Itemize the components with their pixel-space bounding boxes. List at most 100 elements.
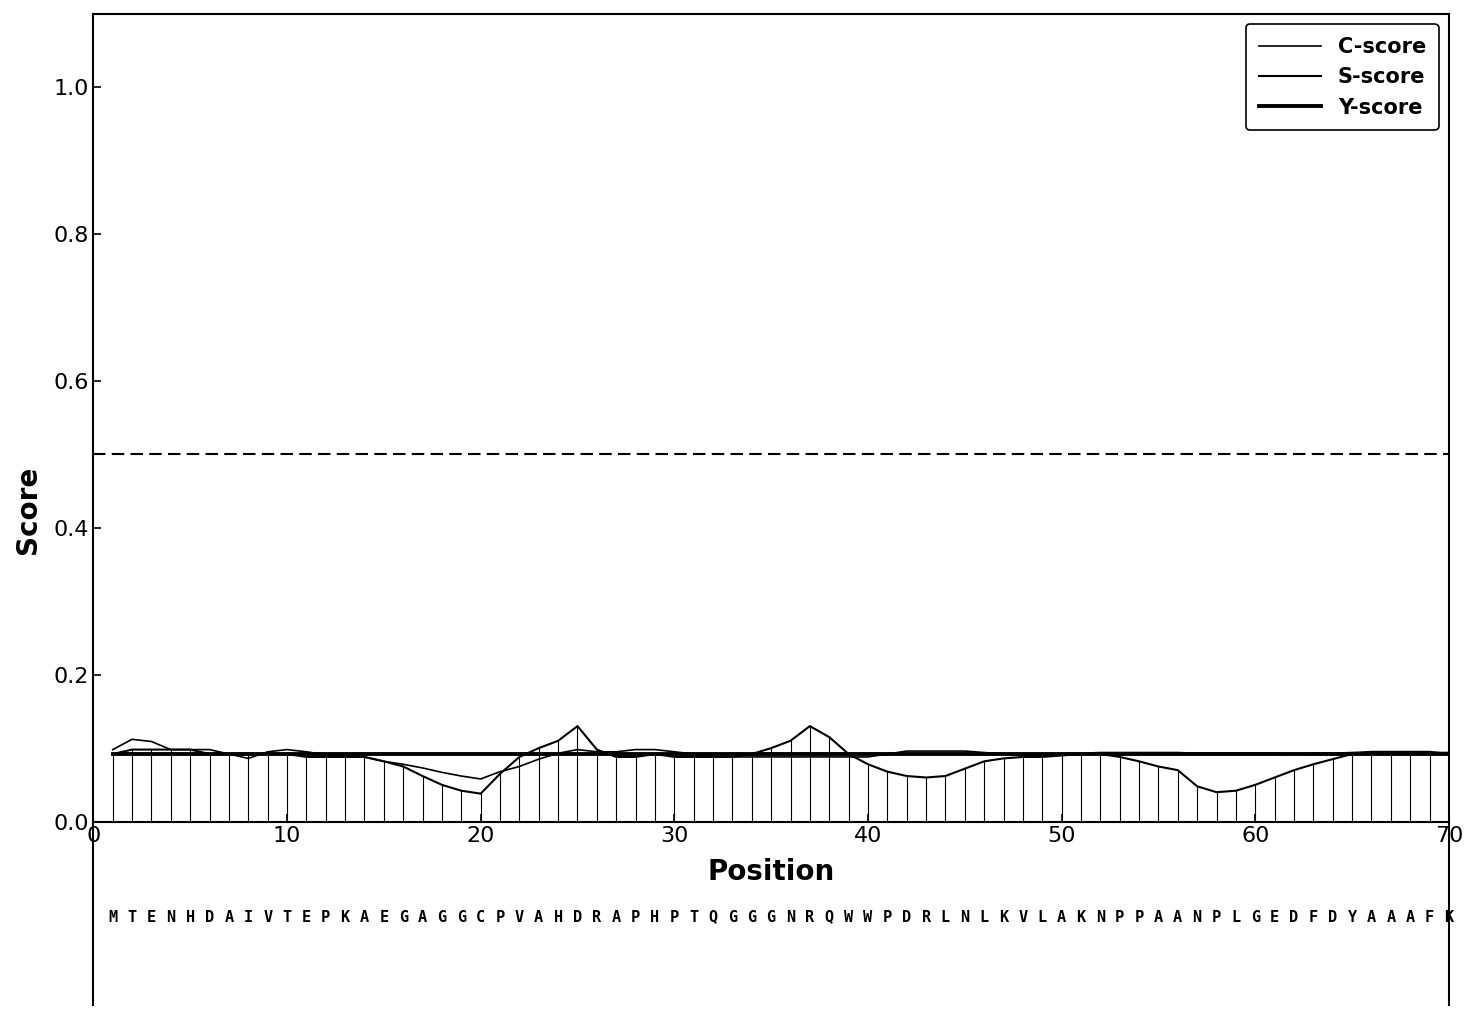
Text: H: H: [186, 910, 195, 924]
Text: N: N: [786, 910, 795, 924]
Text: L: L: [1232, 910, 1241, 924]
Text: D: D: [573, 910, 582, 924]
Text: R: R: [922, 910, 931, 924]
Text: P: P: [1213, 910, 1221, 924]
C-score: [705, 751, 722, 763]
Text: P: P: [883, 910, 892, 924]
Text: R: R: [592, 910, 601, 924]
Text: F: F: [1425, 910, 1434, 924]
S-score: [103, 748, 121, 760]
Y-score: [103, 748, 121, 760]
Y-score: [511, 748, 529, 760]
Text: V: V: [515, 910, 524, 924]
Text: Q: Q: [824, 910, 835, 924]
S-score: [471, 788, 489, 800]
C-score: [879, 748, 897, 760]
Text: T: T: [282, 910, 291, 924]
Text: K: K: [998, 910, 1009, 924]
Text: E: E: [301, 910, 312, 924]
Text: D: D: [902, 910, 911, 924]
Text: A: A: [535, 910, 544, 924]
Text: E: E: [380, 910, 388, 924]
Text: F: F: [1309, 910, 1317, 924]
S-score: [879, 765, 897, 777]
X-axis label: Position: Position: [707, 858, 835, 886]
C-score: [103, 744, 121, 756]
S-score: [530, 742, 548, 754]
Y-score: [452, 748, 470, 760]
Text: D: D: [1289, 910, 1298, 924]
C-score: [1285, 748, 1303, 760]
Text: A: A: [418, 910, 427, 924]
Text: T: T: [127, 910, 137, 924]
S-score: [569, 720, 586, 733]
Text: H: H: [650, 910, 660, 924]
C-score: [123, 734, 140, 746]
Y-score: [414, 748, 431, 760]
Text: G: G: [1251, 910, 1260, 924]
C-score: [1440, 747, 1458, 759]
Text: G: G: [456, 910, 465, 924]
Text: Y: Y: [1347, 910, 1357, 924]
Text: L: L: [979, 910, 988, 924]
Text: A: A: [225, 910, 233, 924]
Text: K: K: [1077, 910, 1086, 924]
Y-score: [840, 748, 858, 760]
Text: P: P: [1115, 910, 1124, 924]
Text: H: H: [554, 910, 563, 924]
Line: C-score: C-score: [112, 740, 1449, 779]
Text: K: K: [341, 910, 350, 924]
Text: D: D: [205, 910, 214, 924]
C-score: [433, 766, 450, 779]
Text: A: A: [360, 910, 369, 924]
Text: L: L: [941, 910, 950, 924]
Text: W: W: [864, 910, 873, 924]
Text: V: V: [1018, 910, 1028, 924]
Text: A: A: [1058, 910, 1066, 924]
Text: A: A: [1406, 910, 1415, 924]
Text: W: W: [843, 910, 854, 924]
Y-axis label: Score: Score: [13, 466, 41, 553]
Text: N: N: [1192, 910, 1202, 924]
S-score: [705, 751, 722, 763]
Text: I: I: [244, 910, 253, 924]
C-score: [549, 747, 567, 759]
Text: P: P: [631, 910, 640, 924]
Text: A: A: [1173, 910, 1183, 924]
Text: P: P: [1134, 910, 1143, 924]
Text: G: G: [747, 910, 756, 924]
Text: P: P: [321, 910, 331, 924]
Text: G: G: [767, 910, 775, 924]
Text: N: N: [960, 910, 969, 924]
S-score: [278, 748, 295, 760]
Y-score: [1227, 748, 1245, 760]
Text: P: P: [669, 910, 679, 924]
Text: V: V: [263, 910, 272, 924]
S-score: [1440, 748, 1458, 760]
Text: Q: Q: [709, 910, 718, 924]
Text: C: C: [476, 910, 486, 924]
Text: G: G: [399, 910, 408, 924]
Text: K: K: [1445, 910, 1453, 924]
Legend: C-score, S-score, Y-score: C-score, S-score, Y-score: [1247, 24, 1439, 130]
Text: A: A: [611, 910, 620, 924]
Text: G: G: [728, 910, 737, 924]
Text: R: R: [805, 910, 814, 924]
Text: T: T: [690, 910, 699, 924]
Text: N: N: [1096, 910, 1105, 924]
Y-score: [1440, 748, 1458, 760]
Text: P: P: [495, 910, 505, 924]
Text: A: A: [1387, 910, 1396, 924]
Text: A: A: [1366, 910, 1377, 924]
C-score: [297, 746, 315, 758]
Text: E: E: [1270, 910, 1279, 924]
Text: E: E: [146, 910, 157, 924]
S-score: [1285, 764, 1303, 776]
Y-score: [1247, 748, 1264, 760]
Text: L: L: [1038, 910, 1047, 924]
S-score: [414, 770, 431, 783]
Text: A: A: [1154, 910, 1162, 924]
Text: M: M: [108, 910, 117, 924]
Text: N: N: [167, 910, 176, 924]
C-score: [471, 772, 489, 785]
